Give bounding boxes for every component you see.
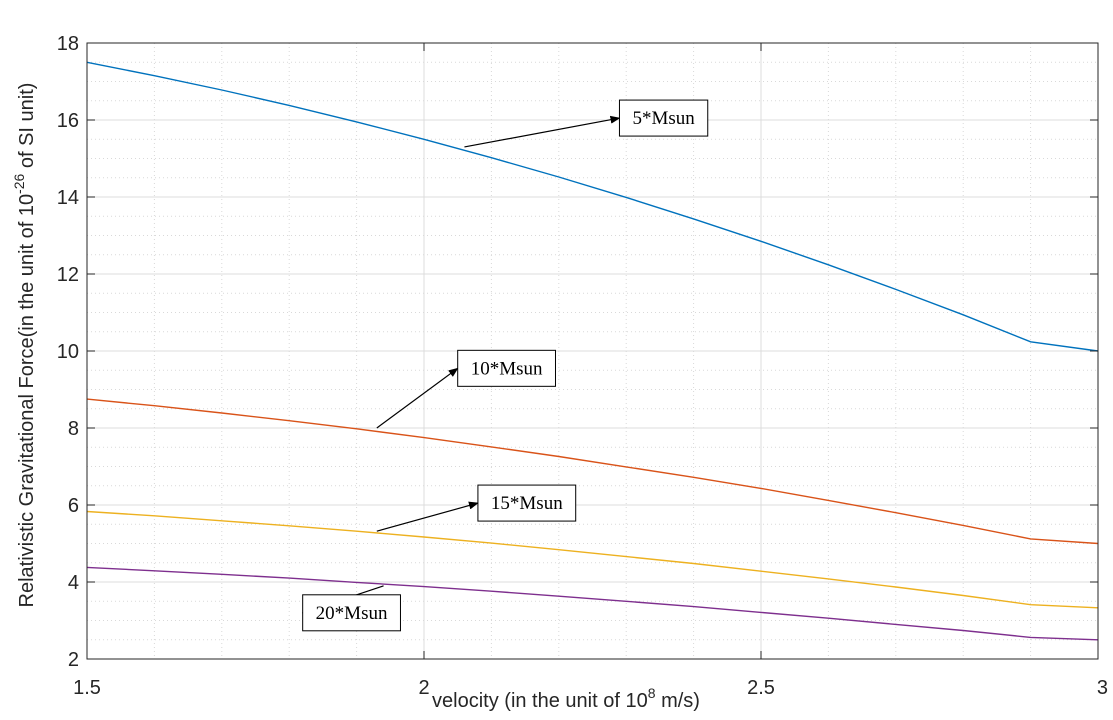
- annotation-arrow: [376, 501, 479, 532]
- y-tick-label: 18: [57, 33, 79, 55]
- y-tick-label: 2: [68, 649, 79, 671]
- x-tick-labels: 1.5 2 2.5 3: [73, 677, 1108, 699]
- y-tick-label: 4: [68, 572, 79, 594]
- annotation-box: [618, 99, 709, 137]
- x-tick-label: 2: [418, 677, 429, 699]
- y-tick-label: 14: [57, 187, 79, 209]
- x-axis-label-text: velocity (in the unit of 10: [432, 690, 648, 712]
- y-tick-label: 8: [68, 418, 79, 440]
- annotation-label: 20*Msun: [316, 603, 388, 624]
- y-tick-labels: 2 4 6 8 10 12 14 16 18: [57, 33, 79, 671]
- x-tick-label: 1.5: [73, 677, 101, 699]
- annotation-4: 20*Msun: [301, 585, 401, 632]
- annotation-2: 10*Msun: [376, 349, 556, 429]
- series-layer: [86, 61, 1099, 641]
- annotation-box: [477, 484, 577, 522]
- annotation-layer: 5*Msun 10*Msun 15*Msun 20*Msun: [301, 99, 709, 632]
- series-line-3: [86, 510, 1099, 609]
- series-line-2: [86, 398, 1099, 545]
- x-axis-label-superscript: 8: [648, 685, 656, 701]
- annotation-box: [302, 594, 401, 632]
- series-line-4: [86, 566, 1099, 641]
- annotation-label: 5*Msun: [632, 108, 695, 129]
- y-tick-label: 6: [68, 495, 79, 517]
- annotation-3: 15*Msun: [376, 484, 577, 532]
- y-axis-label-superscript: -26: [11, 173, 27, 193]
- annotation-label: 15*Msun: [491, 493, 563, 514]
- annotation-label: 10*Msun: [471, 358, 543, 379]
- y-axis-label-text: Relativistic Gravitational Force(in the …: [16, 194, 38, 608]
- annotation-arrow: [464, 115, 621, 148]
- x-tick-label: 2.5: [747, 677, 775, 699]
- annotation-arrow: [376, 367, 459, 429]
- tick-marks: [86, 42, 1099, 660]
- x-axis-label: velocity (in the unit of 108 m/s): [432, 685, 700, 712]
- x-axis-label-suffix: m/s): [656, 690, 700, 712]
- series-line-1: [86, 61, 1099, 352]
- y-axis-label-suffix: of SI unit): [16, 83, 38, 174]
- y-axis-label: Relativistic Gravitational Force(in the …: [11, 83, 38, 608]
- x-tick-label: 3: [1097, 677, 1108, 699]
- y-tick-label: 10: [57, 341, 79, 363]
- annotation-box: [457, 349, 556, 387]
- y-tick-label: 12: [57, 264, 79, 286]
- y-tick-label: 16: [57, 110, 79, 132]
- annotation-1: 5*Msun: [464, 99, 709, 148]
